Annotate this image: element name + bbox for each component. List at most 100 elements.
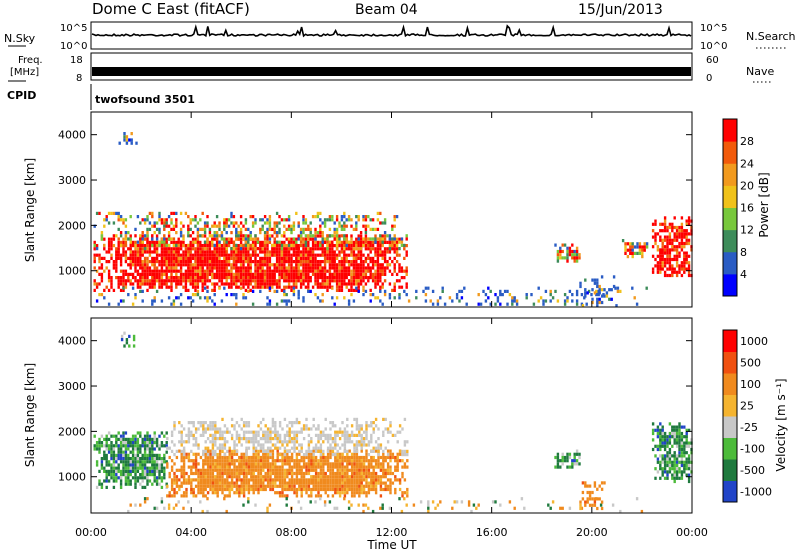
data-cell: [110, 447, 113, 451]
data-cell: [323, 250, 327, 254]
data-cell: [372, 487, 375, 492]
data-cell: [262, 449, 265, 453]
data-cell: [252, 440, 255, 444]
data-cell: [537, 286, 540, 290]
data-cell: [259, 462, 263, 466]
data-cell: [297, 260, 300, 264]
data-cell: [323, 269, 327, 273]
data-cell: [129, 441, 132, 445]
data-cell: [566, 465, 569, 469]
data-cell: [323, 260, 327, 264]
data-cell: [235, 272, 238, 276]
data-cell: [127, 247, 130, 251]
data-cell: [163, 272, 166, 276]
data-region-1: [166, 449, 409, 498]
data-cell: [206, 244, 209, 248]
data-cell: [355, 215, 358, 219]
data-cell: [383, 256, 387, 260]
data-cell: [329, 468, 332, 472]
data-cell: [244, 296, 248, 300]
data-cell: [117, 457, 120, 461]
data-cell: [158, 285, 161, 289]
data-cell: [629, 248, 632, 252]
data-cell: [254, 503, 257, 507]
data-cell: [110, 469, 113, 473]
data-cell: [122, 272, 125, 276]
data-cell: [117, 276, 120, 280]
data-cell: [278, 260, 281, 264]
data-cell: [122, 466, 125, 470]
data-cell: [189, 250, 192, 254]
data-cell: [247, 478, 251, 482]
data-cell: [201, 263, 204, 267]
colorbar-segment: [723, 163, 737, 186]
data-cell: [127, 479, 130, 483]
data-cell: [112, 260, 116, 264]
data-cell: [326, 478, 330, 482]
data-cell: [310, 452, 313, 456]
data-cell: [158, 240, 161, 244]
data-cell: [372, 478, 375, 482]
data-cell: [136, 460, 140, 464]
data-cell: [211, 260, 214, 264]
data-cell: [125, 341, 129, 345]
data-cell: [300, 427, 303, 431]
data-cell: [353, 491, 356, 495]
data-cell: [384, 484, 387, 488]
data-cell: [117, 244, 120, 248]
data-cell: [335, 296, 339, 300]
data-cell: [307, 244, 310, 248]
data-cell: [160, 240, 164, 244]
data-cell: [215, 260, 219, 264]
data-cell: [328, 272, 332, 276]
data-cell: [143, 234, 147, 238]
data-cell: [379, 247, 382, 251]
data-cell: [400, 266, 404, 270]
data-cell: [160, 218, 164, 222]
data-cell: [287, 253, 291, 257]
data-cell: [175, 276, 178, 280]
data-cell: [393, 256, 396, 260]
data-cell: [261, 256, 264, 260]
data-cell: [252, 491, 255, 495]
data-cell: [239, 237, 243, 241]
data-cell: [105, 447, 108, 451]
data-cell: [338, 253, 341, 257]
data-cell: [666, 273, 669, 278]
data-cell: [226, 462, 229, 466]
data-cell: [211, 484, 215, 488]
data-cell: [105, 437, 108, 441]
data-cell: [561, 243, 564, 247]
data-cell: [194, 266, 197, 270]
data-cell: [206, 289, 209, 293]
data-cell: [100, 276, 104, 280]
data-cell: [199, 484, 203, 488]
data-cell: [257, 478, 260, 482]
data-cell: [268, 253, 272, 257]
data-cell: [654, 238, 657, 242]
data-cell: [317, 462, 320, 466]
data-cell: [153, 453, 156, 457]
data-cell: [347, 244, 351, 248]
data-cell: [141, 234, 144, 238]
data-cell: [350, 455, 354, 460]
data-cell: [678, 245, 681, 249]
data-cell: [168, 446, 171, 450]
data-cell: [237, 272, 240, 276]
data-cell: [360, 481, 363, 485]
data-cell: [556, 452, 560, 456]
data-cell: [148, 227, 152, 231]
data-cell: [110, 282, 113, 286]
data-cell: [285, 503, 288, 507]
data-cell: [185, 478, 188, 482]
data-cell: [269, 478, 272, 482]
data-cell: [155, 240, 159, 244]
data-cell: [178, 421, 181, 425]
colorbar-tick-label: 16: [740, 202, 754, 215]
data-cell: [107, 288, 111, 292]
data-cell: [170, 494, 174, 498]
data-cell: [386, 234, 389, 238]
data-cell: [659, 222, 662, 226]
data-cell: [661, 229, 664, 233]
data-cell: [240, 478, 243, 482]
